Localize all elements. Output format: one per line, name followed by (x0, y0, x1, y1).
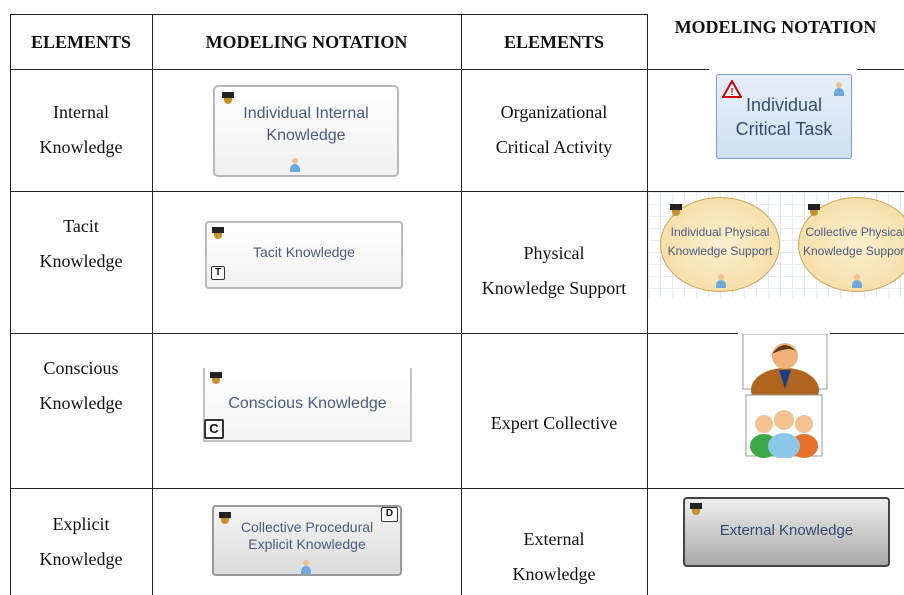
header: MODELING NOTATION (205, 31, 408, 52)
element: Tacit Knowledge (39, 216, 123, 271)
table-border (461, 14, 462, 595)
element: Explicit Knowledge (39, 514, 123, 569)
table-border (10, 488, 904, 489)
icon (690, 503, 702, 515)
notation-area: Individual Physical Knowledge Support Co… (648, 192, 904, 298)
element: Organizational Critical Activity (495, 102, 613, 157)
notation-box: External Knowledge (683, 497, 890, 567)
table-border (152, 14, 153, 595)
expert-icons (742, 334, 828, 458)
table-border (830, 333, 904, 334)
badge: T (211, 266, 225, 280)
notation-box: Collective Procedural Explicit Knowledge (212, 505, 402, 576)
table-border (10, 14, 648, 15)
header: MODELING NOTATION (674, 17, 877, 37)
notation-box: Tacit Knowledge (205, 221, 403, 289)
header: ELEMENTS (30, 31, 132, 52)
notation-box: Individual Internal Knowledge (213, 85, 399, 177)
notation-box: Conscious Knowledge (203, 368, 412, 442)
table-border (857, 69, 904, 70)
svg-text:!: ! (730, 87, 733, 98)
icon (834, 82, 844, 96)
element: External Knowledge (512, 529, 596, 584)
icon (716, 274, 726, 288)
icon (290, 158, 300, 172)
icon (212, 227, 224, 239)
icon (210, 372, 222, 384)
table-border (10, 191, 904, 192)
icon (222, 92, 234, 104)
element: Internal Knowledge (39, 102, 123, 157)
table-border (10, 69, 709, 70)
icon (808, 204, 820, 216)
element: Expert Collective (490, 412, 618, 433)
icon (852, 274, 862, 288)
warning-icon: ! (722, 80, 742, 98)
header: ELEMENTS (503, 31, 605, 52)
notation-box: Individual Critical Task (716, 74, 852, 159)
table-border (10, 333, 738, 334)
badge: D (381, 507, 398, 522)
icon (219, 512, 231, 524)
table-border (10, 14, 11, 595)
icon (670, 204, 682, 216)
element: Physical Knowledge Support (481, 243, 627, 298)
element: Conscious Knowledge (39, 358, 123, 413)
badge: C (204, 419, 224, 439)
table-border (647, 14, 648, 595)
icon (301, 560, 311, 574)
